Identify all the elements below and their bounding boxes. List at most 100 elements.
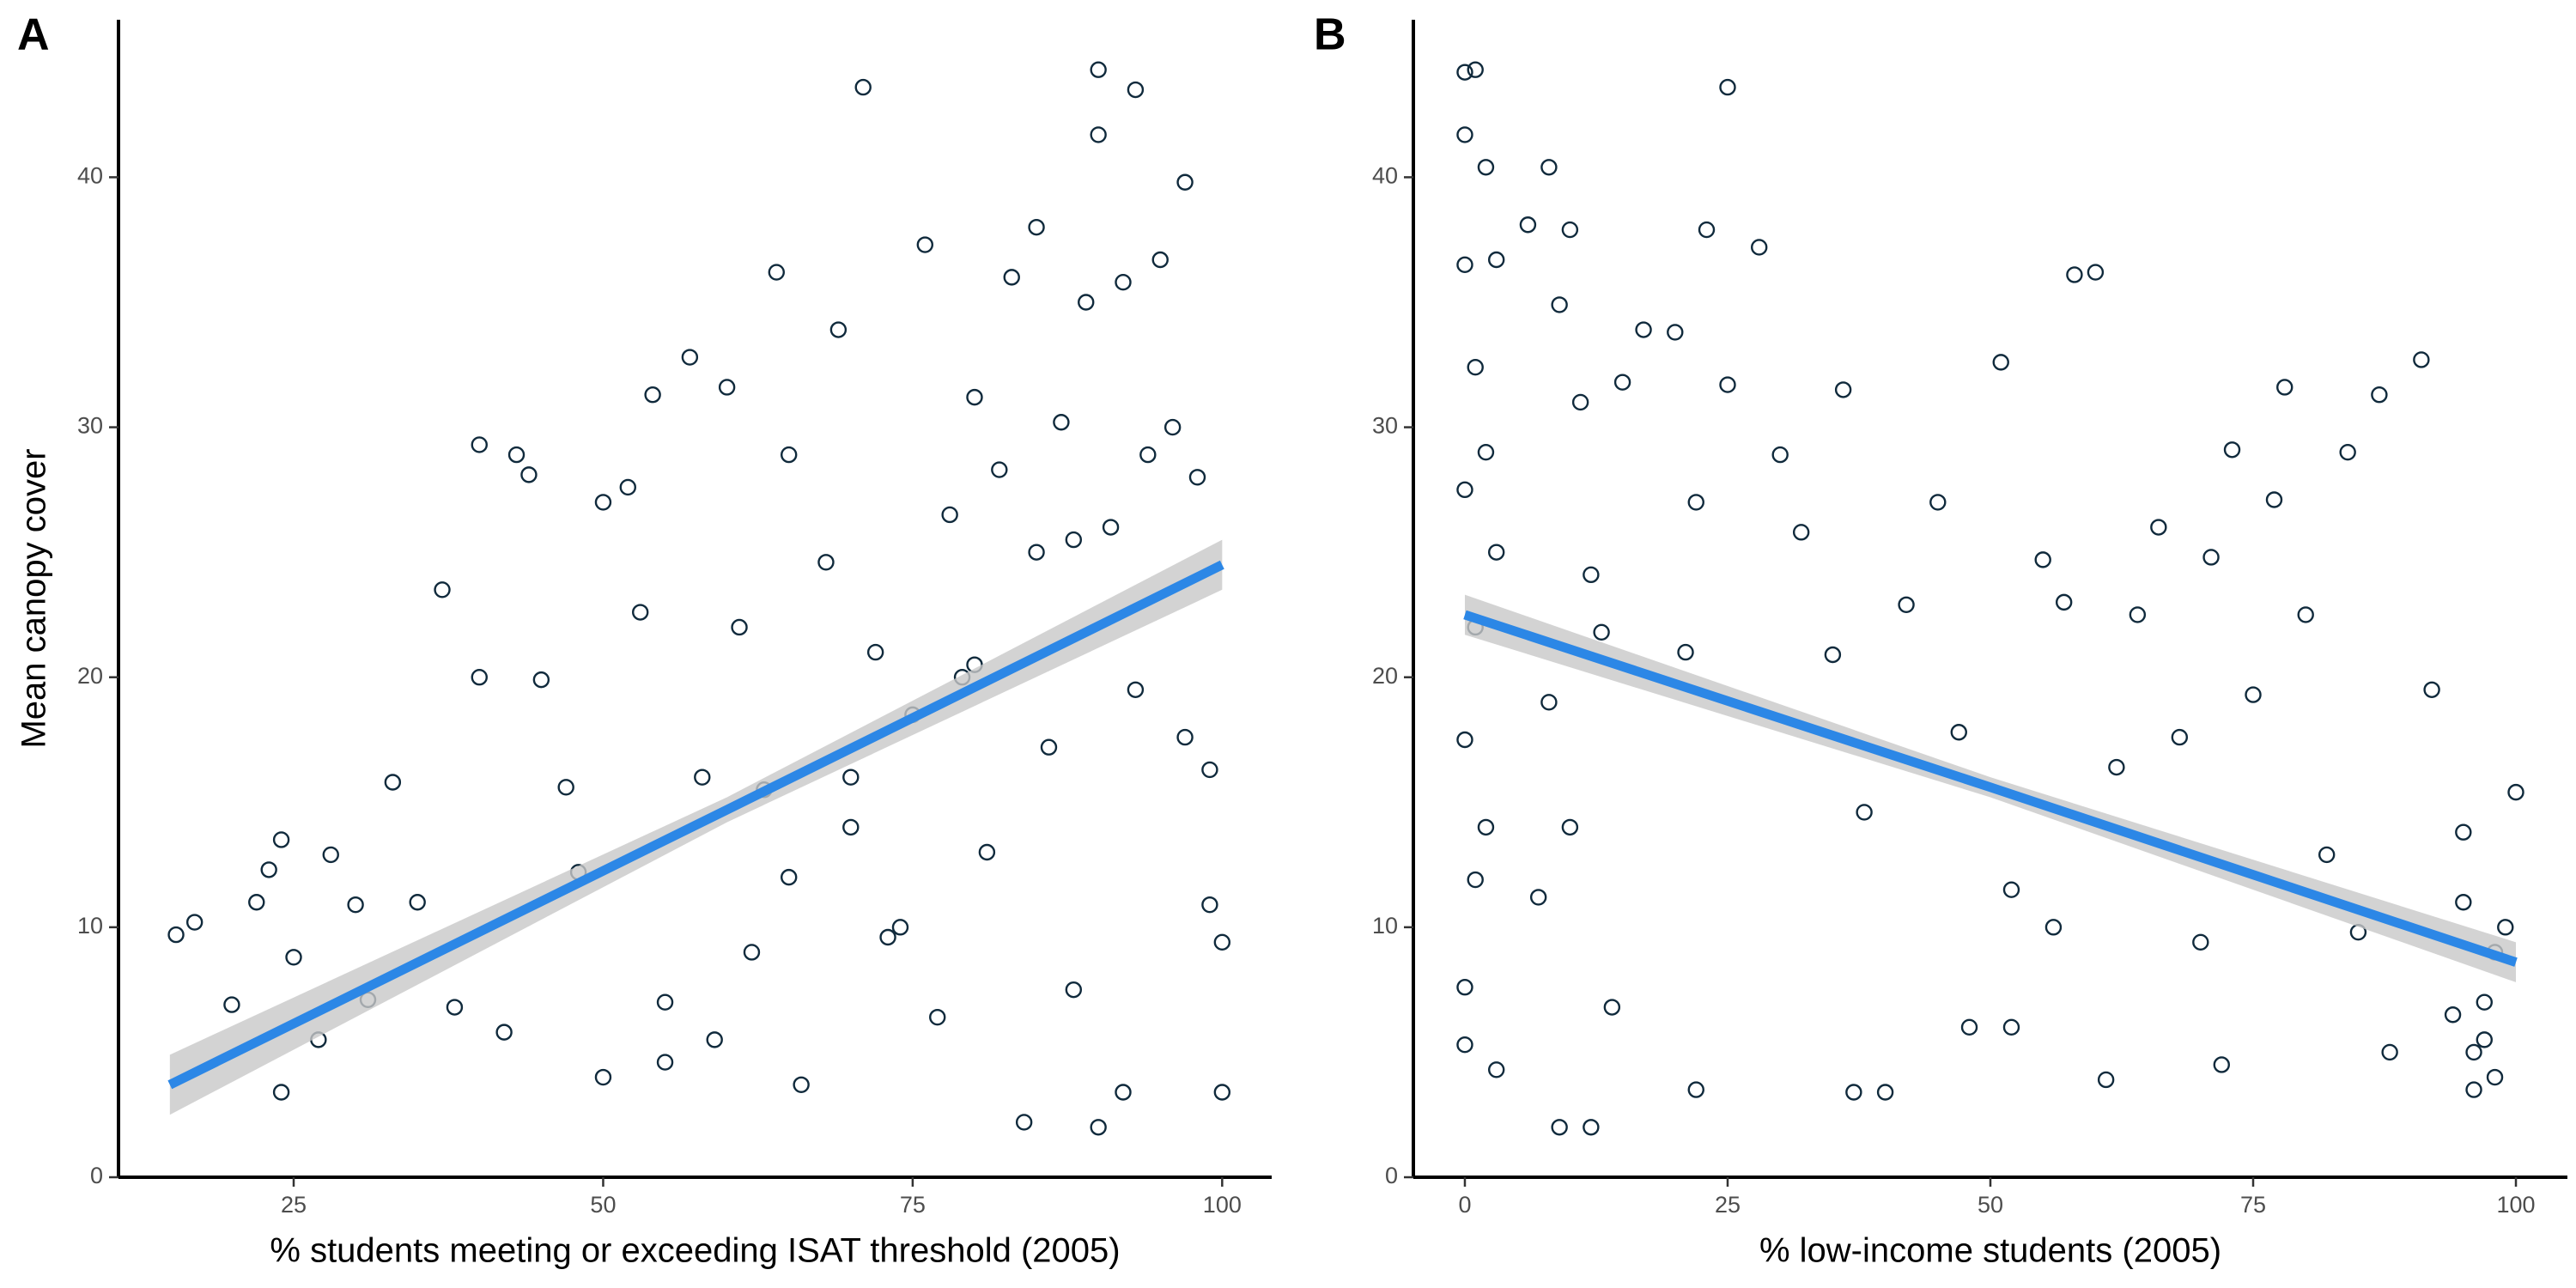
panel-label: B (1314, 10, 1346, 60)
data-point (2455, 894, 2472, 911)
data-point (768, 264, 785, 281)
data-point (966, 388, 983, 406)
data-point (594, 1068, 612, 1086)
data-point (656, 1054, 674, 1071)
data-point (2192, 933, 2209, 951)
data-point (1540, 159, 1558, 176)
data-point (434, 581, 451, 598)
x-tick-label: 50 (590, 1192, 616, 1218)
y-tick-label: 30 (77, 413, 103, 439)
data-point (272, 1084, 290, 1101)
y-tick-label: 0 (90, 1163, 103, 1188)
data-point (866, 643, 884, 661)
data-point (1127, 81, 1145, 99)
data-point (2129, 606, 2147, 623)
data-point (842, 818, 860, 836)
data-point (1583, 566, 1600, 584)
data-point (694, 769, 711, 786)
data-point (1834, 381, 1852, 398)
data-point (1613, 374, 1631, 391)
data-point (2423, 681, 2440, 698)
data-point (1583, 1119, 1600, 1136)
data-point (1929, 494, 1947, 511)
data-point (1792, 524, 1810, 541)
data-point (1053, 414, 1070, 431)
data-point (2297, 606, 2314, 623)
y-tick-label: 0 (1385, 1163, 1398, 1188)
data-point (1456, 731, 1473, 749)
data-point (1015, 1114, 1033, 1131)
data-point (1487, 1061, 1505, 1078)
data-point (1856, 804, 1873, 821)
data-point (409, 894, 426, 911)
data-point (1561, 818, 1579, 836)
data-point (1824, 646, 1842, 664)
data-point (2497, 919, 2514, 936)
data-point (1593, 623, 1610, 641)
data-point (2339, 443, 2356, 461)
data-point (619, 478, 636, 496)
data-point (1090, 1119, 1107, 1136)
data-point (1667, 324, 1684, 341)
data-point (1040, 738, 1058, 756)
data-point (978, 843, 996, 861)
data-point (471, 436, 488, 453)
data-point (1090, 61, 1107, 78)
data-point (1456, 256, 1473, 274)
y-axis-title: Mean canopy cover (15, 448, 53, 748)
data-point (1201, 896, 1218, 914)
data-point (681, 349, 699, 366)
x-tick-label: 100 (2496, 1192, 2535, 1218)
data-point (557, 779, 574, 796)
data-point (1561, 221, 1579, 239)
data-point (507, 446, 526, 464)
data-point (2150, 519, 2167, 536)
data-point (2202, 549, 2220, 566)
data-point (1065, 531, 1083, 549)
data-point (2034, 551, 2051, 568)
data-point (2465, 1081, 2482, 1098)
x-tick-label: 100 (1203, 1192, 1242, 1218)
data-point (322, 846, 339, 864)
data-point (248, 894, 265, 911)
data-point (2265, 491, 2283, 508)
data-point (706, 1031, 723, 1048)
data-point (1551, 296, 1568, 313)
data-point (1467, 358, 1484, 376)
data-point (2108, 758, 2125, 776)
y-tick-label: 40 (77, 163, 103, 189)
data-point (2087, 264, 2105, 281)
data-point (1065, 981, 1083, 999)
x-tick-label: 50 (1978, 1192, 2003, 1218)
trend-line (1463, 610, 2518, 967)
data-point (718, 379, 736, 396)
data-point (1176, 173, 1194, 191)
data-point (1719, 376, 1736, 393)
data-point (1677, 643, 1694, 661)
data-point (285, 949, 302, 966)
data-point (2507, 783, 2524, 801)
data-point (167, 926, 185, 944)
data-point (879, 928, 896, 946)
data-point (2213, 1056, 2230, 1073)
y-tick-label: 20 (77, 663, 103, 689)
data-point (1127, 681, 1145, 698)
data-point (2276, 379, 2293, 396)
data-point (2413, 351, 2430, 368)
data-point (1456, 126, 1473, 143)
data-point (1771, 446, 1789, 464)
data-point (1992, 354, 2009, 371)
data-point (1960, 1018, 1978, 1036)
data-point (781, 868, 798, 886)
y-tick-label: 10 (1372, 913, 1398, 939)
data-point (1102, 519, 1120, 536)
data-point (632, 604, 649, 621)
data-point (1519, 216, 1537, 234)
data-point (991, 461, 1008, 478)
data-point (1529, 889, 1547, 906)
panel-label: A (17, 10, 50, 60)
data-point (2476, 993, 2494, 1011)
data-point (2097, 1071, 2115, 1089)
data-point (532, 671, 550, 689)
x-tick-label: 25 (1715, 1192, 1741, 1218)
